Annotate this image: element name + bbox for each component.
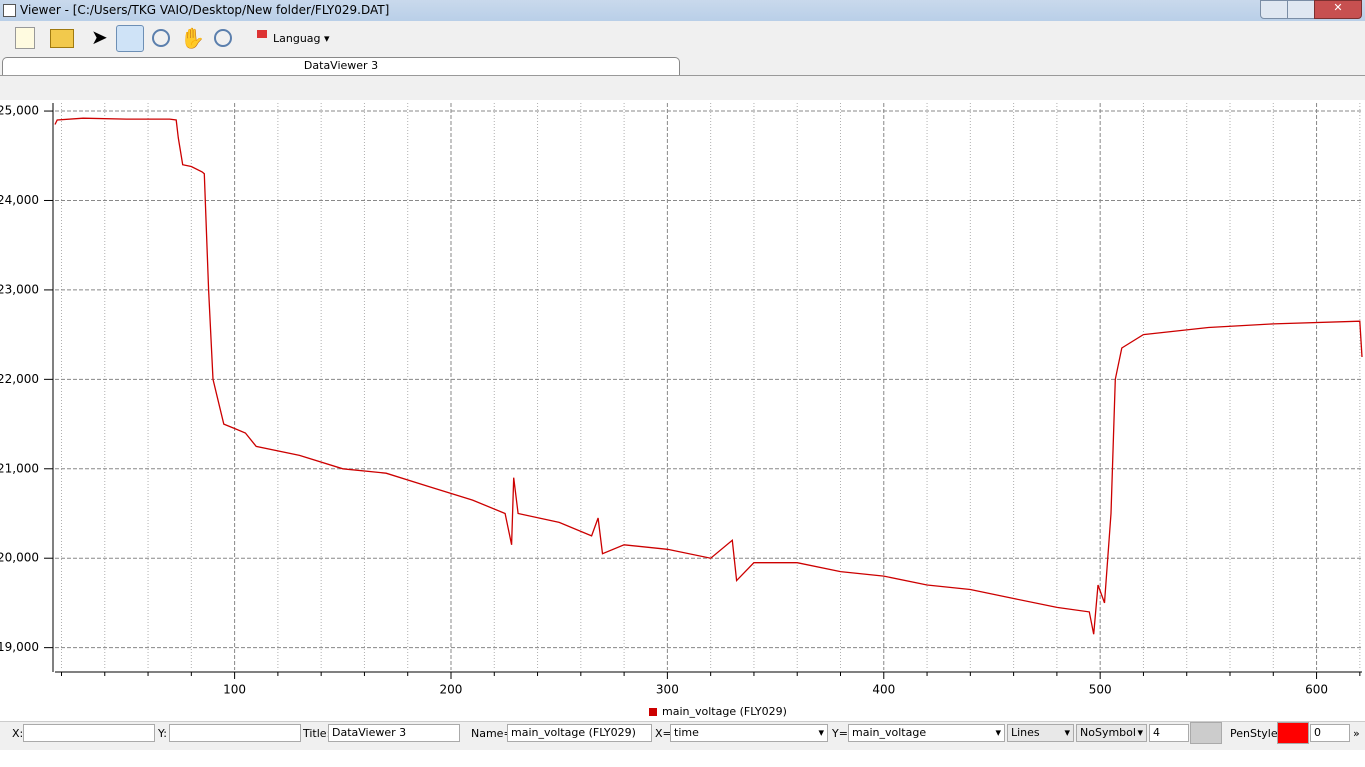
title-input[interactable]: DataViewer 3: [328, 724, 460, 742]
penstyle-spin[interactable]: 0: [1310, 724, 1350, 742]
symbol-value: NoSymbol: [1080, 726, 1136, 739]
plot-area: [55, 103, 1362, 670]
name-label: Name=: [471, 727, 513, 740]
x-tick-label: 300: [656, 683, 679, 697]
x-label: X:: [12, 727, 24, 740]
x-select-label: X=: [655, 727, 672, 740]
y-select-value: main_voltage: [852, 726, 927, 739]
style-select[interactable]: Lines ▾: [1007, 724, 1074, 742]
title-bar: Viewer - [C:/Users/TKG VAIO/Desktop/New …: [0, 0, 1365, 21]
name-input[interactable]: main_voltage (FLY029): [507, 724, 652, 742]
tab[interactable]: DataViewer 3: [2, 57, 680, 75]
y-tick-label: 20,000: [0, 551, 39, 565]
pointer-button[interactable]: ➤: [91, 25, 108, 49]
title-label: Title:: [303, 727, 331, 740]
y-tick-label: 24,000: [0, 193, 39, 207]
chart-header: [0, 76, 1365, 100]
flag-icon: [257, 30, 267, 38]
x-select[interactable]: time ▾: [670, 724, 828, 742]
x-tick-label: 100: [223, 683, 246, 697]
y-tick-label: 25,000: [0, 104, 39, 118]
symbol-select[interactable]: NoSymbol ▾: [1076, 724, 1147, 742]
toolbar: ➤ ✋ Languag ▾: [0, 21, 1365, 55]
y-input[interactable]: [169, 724, 301, 742]
data-line: [54, 117, 1363, 635]
width-spin[interactable]: 4: [1149, 724, 1189, 742]
language-label: Languag: [273, 32, 321, 45]
open-button[interactable]: [50, 29, 74, 48]
language-menu[interactable]: Languag ▾: [273, 32, 330, 45]
app-icon: [3, 4, 16, 17]
x-tick-label: 600: [1305, 683, 1328, 697]
close-button[interactable]: ✕: [1314, 0, 1362, 19]
y-select[interactable]: main_voltage ▾: [848, 724, 1005, 742]
y-tick-label: 22,000: [0, 372, 39, 386]
legend-swatch: [649, 708, 657, 716]
color-button[interactable]: [1190, 722, 1222, 744]
y-tick-label: 23,000: [0, 282, 39, 296]
x-select-value: time: [674, 726, 699, 739]
more-button[interactable]: »: [1353, 727, 1360, 740]
new-button[interactable]: [15, 27, 35, 49]
penstyle-label: PenStyle:: [1230, 727, 1282, 740]
legend-label: main_voltage (FLY029): [662, 705, 787, 718]
y-tick-label: 21,000: [0, 461, 39, 475]
y-tick-label: 19,000: [0, 640, 39, 654]
window-title: Viewer - [C:/Users/TKG VAIO/Desktop/New …: [20, 3, 390, 17]
y-select-label: Y=: [832, 727, 848, 740]
x-tick-label: 400: [872, 683, 895, 697]
style-value: Lines: [1011, 726, 1040, 739]
zoom-in-button[interactable]: [116, 25, 144, 52]
x-tick-label: 500: [1089, 683, 1112, 697]
pen-color-button[interactable]: [1277, 722, 1309, 744]
pan-button[interactable]: ✋: [180, 26, 205, 50]
zoom-out-button[interactable]: [152, 29, 170, 47]
x-tick-label: 200: [440, 683, 463, 697]
x-input[interactable]: [23, 724, 155, 742]
y-label: Y:: [158, 727, 167, 740]
zoom-fit-button[interactable]: [214, 29, 232, 47]
